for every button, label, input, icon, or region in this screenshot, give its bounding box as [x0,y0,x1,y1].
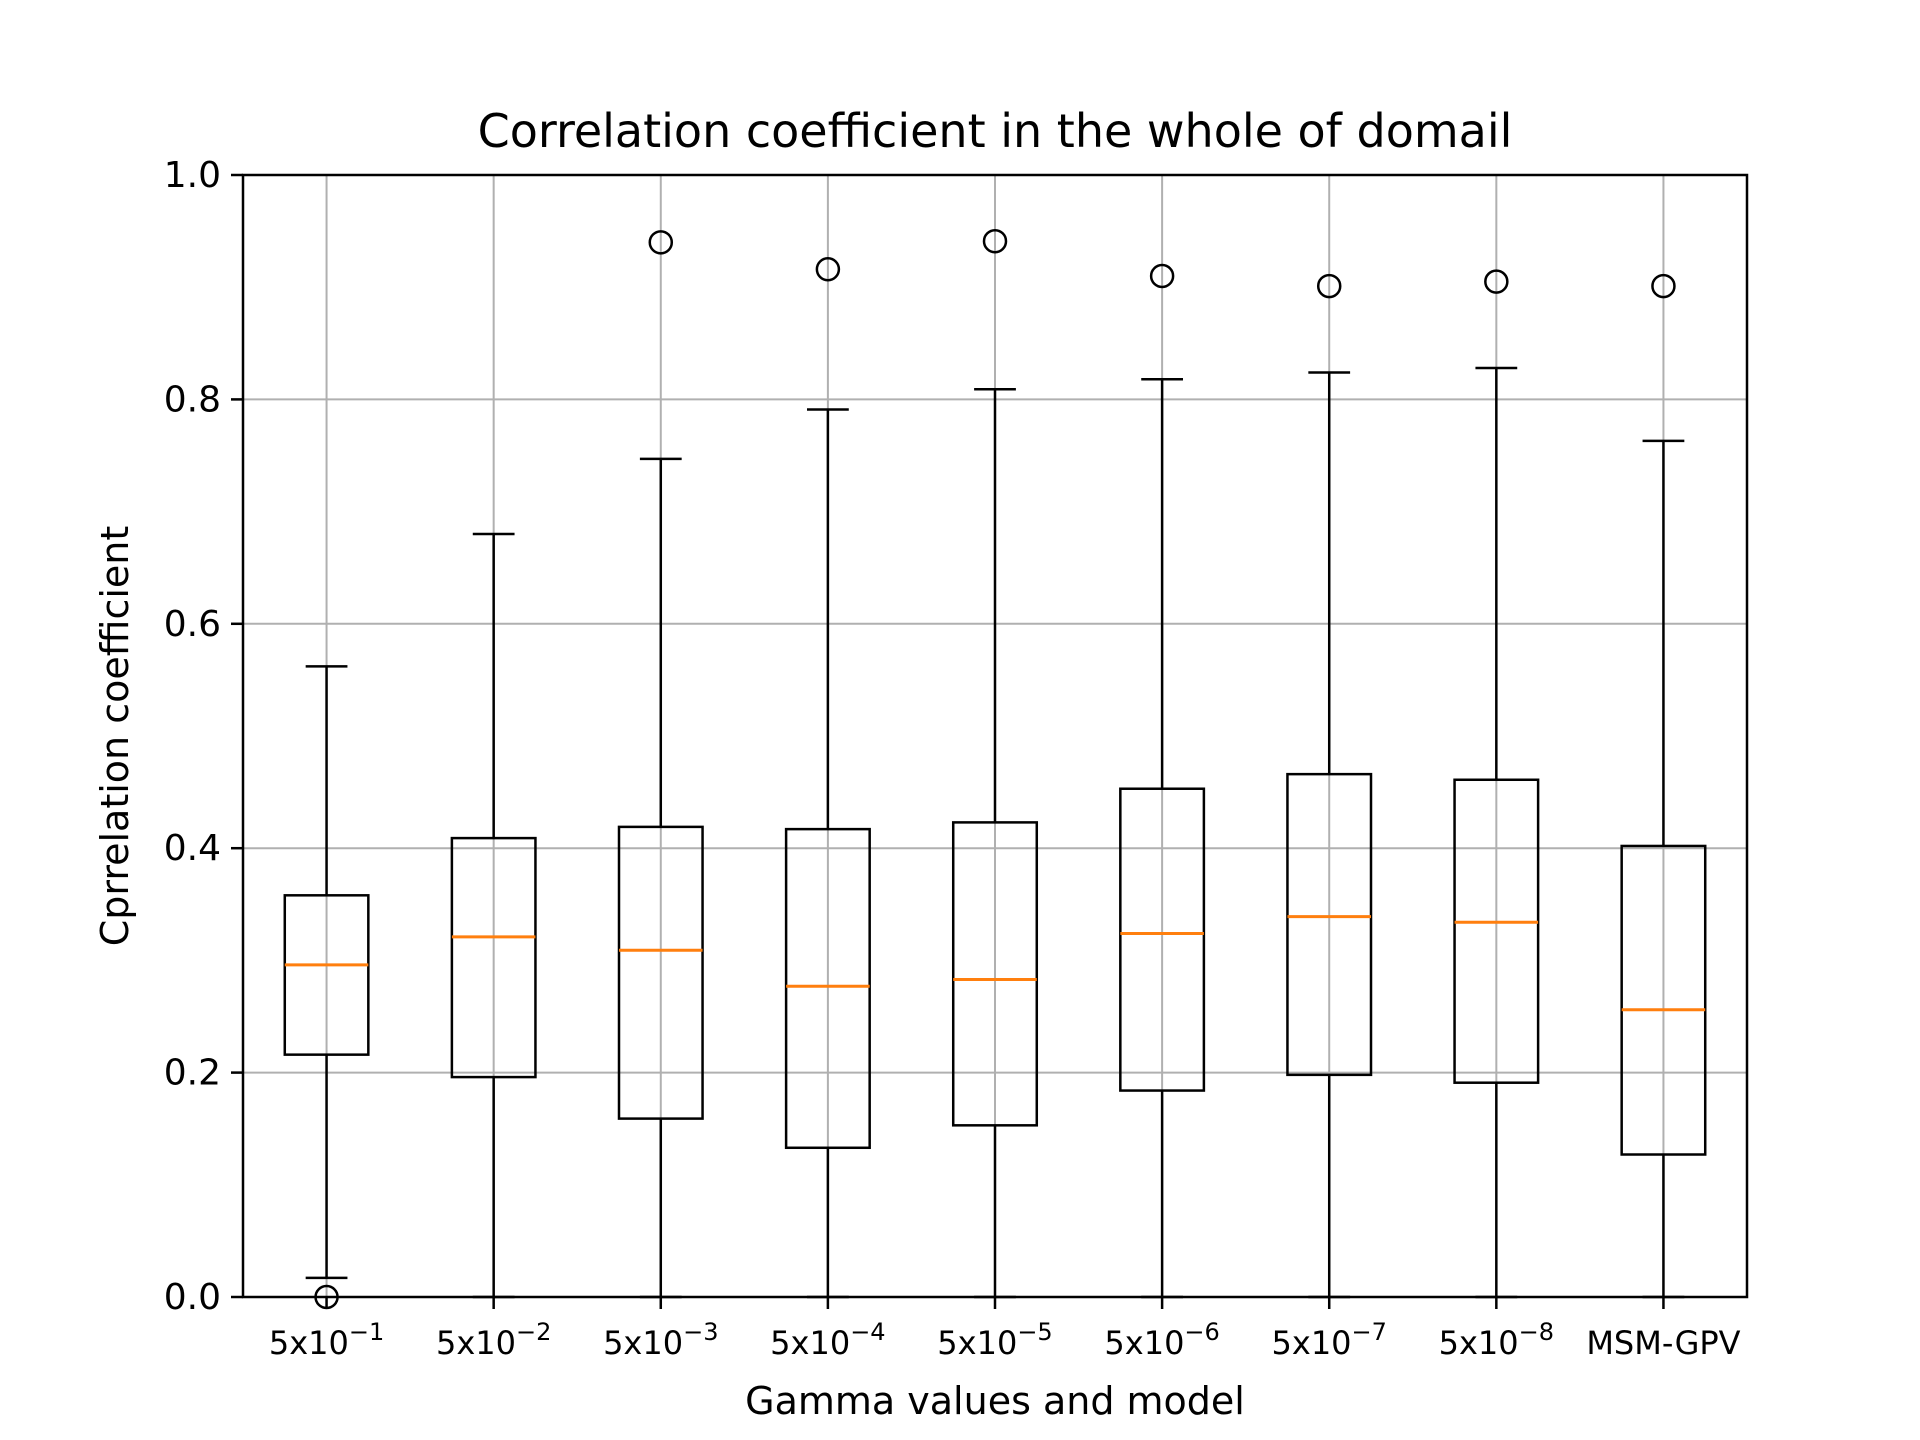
box-7 [1286,273,1373,1299]
box-8 [1453,269,1540,1299]
x-tick-label-base: MSM-GPV [1586,1324,1740,1362]
x-tick-label-base: 5x10 [1439,1324,1519,1362]
x-tick-label-exponent: −2 [516,1318,551,1346]
x-tick-label: 5x10−7 [1272,1318,1387,1362]
x-tick-label-base: 5x10 [436,1324,516,1362]
x-tick-label-base: 5x10 [1272,1324,1352,1362]
box-5 [951,228,1039,1299]
y-axis-label: Cprrelation coefficient [93,526,137,947]
box-6 [1119,263,1206,1299]
x-tick-label-base: 5x10 [937,1324,1017,1362]
box-9 [1620,273,1707,1299]
outlier-point [1484,269,1509,294]
x-tick-label: 5x10−5 [937,1318,1052,1362]
x-tick-label-exponent: −4 [850,1318,885,1346]
x-tick-label: 5x10−1 [269,1318,384,1362]
plot-area [283,228,1707,1310]
x-tick-label: 5x10−6 [1104,1318,1219,1362]
x-tick-label-exponent: −1 [349,1318,384,1346]
outlier-point [982,228,1008,254]
y-tick-label: 0.8 [164,379,221,420]
x-tick-label-base: 5x10 [770,1324,850,1362]
x-tick-label: 5x10−8 [1439,1318,1554,1362]
y-tick-label: 0.0 [164,1277,221,1318]
x-tick-label: MSM-GPV [1586,1324,1740,1362]
x-tick-label-exponent: −8 [1519,1318,1554,1346]
outlier-point [1651,273,1676,299]
box-4 [784,256,871,1299]
x-tick-label-base: 5x10 [603,1324,683,1362]
x-tick-label-base: 5x10 [269,1324,349,1362]
y-tick-label: 0.6 [164,604,221,645]
outlier-point [815,256,841,282]
iqr-box [1286,772,1373,1077]
outlier-point [1149,263,1175,289]
iqr-box [951,821,1039,1127]
x-tick-label: 5x10−2 [436,1318,551,1362]
y-tick-label: 1.0 [164,155,221,196]
x-tick-label-base: 5x10 [1104,1324,1184,1362]
x-axis: 5x10−1 5x10−2 5x10−3 5x10−4 5x10−5 5x10−6 5x10… [269,1297,1741,1362]
x-tick-label-exponent: −6 [1184,1318,1219,1346]
y-axis: 0.0 0.2 0.4 0.6 0.8 1.0 [164,155,243,1318]
box-3 [617,230,704,1299]
x-tick-label-exponent: −7 [1352,1318,1387,1346]
outlier-point [1316,273,1342,299]
iqr-box [1453,778,1540,1084]
chart-title: Correlation coefficient in the whole of … [478,104,1513,158]
iqr-box [784,827,871,1150]
iqr-box [283,894,370,1056]
x-tick-label-exponent: −5 [1017,1318,1052,1346]
iqr-box [1620,844,1707,1156]
y-tick-label: 0.2 [164,1053,221,1094]
outlier-point [648,230,674,255]
y-tick-label: 0.4 [164,828,221,869]
x-tick-label-exponent: −3 [683,1318,718,1346]
iqr-box [450,836,537,1079]
x-tick-label: 5x10−4 [770,1318,885,1362]
x-axis-label: Gamma values and model [745,1379,1245,1423]
iqr-box [1119,787,1206,1092]
x-tick-label: 5x10−3 [603,1318,718,1362]
iqr-box [617,825,704,1120]
